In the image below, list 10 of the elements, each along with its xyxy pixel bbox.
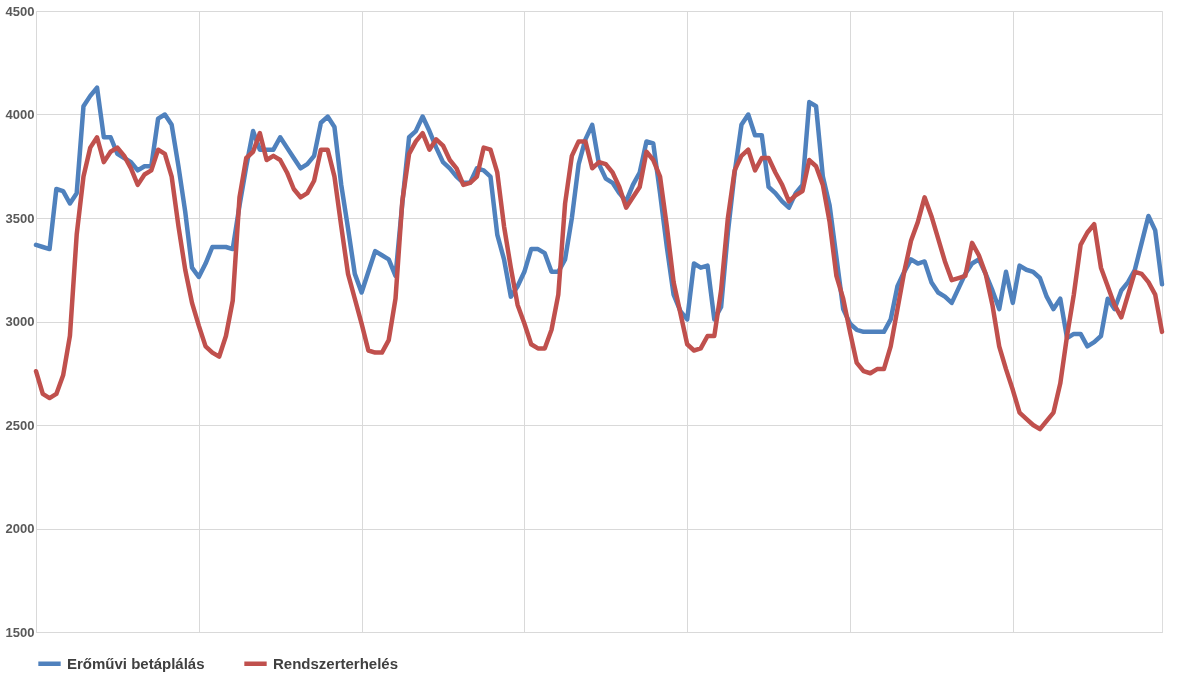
y-tick-label: 2000	[5, 521, 35, 536]
y-tick-label: 3500	[5, 210, 35, 226]
legend-label: Erőművi betáplálás	[67, 654, 205, 672]
y-tick-label: 1500	[5, 624, 35, 640]
y-tick-label: 4500	[5, 3, 35, 19]
y-tick-label: 3000	[5, 314, 35, 329]
y-tick-label: 4000	[5, 107, 35, 122]
line-series	[33, 130, 1165, 432]
legend-label: Rendszerterhelés	[273, 654, 399, 672]
y-tick-label: 2500	[5, 417, 35, 433]
